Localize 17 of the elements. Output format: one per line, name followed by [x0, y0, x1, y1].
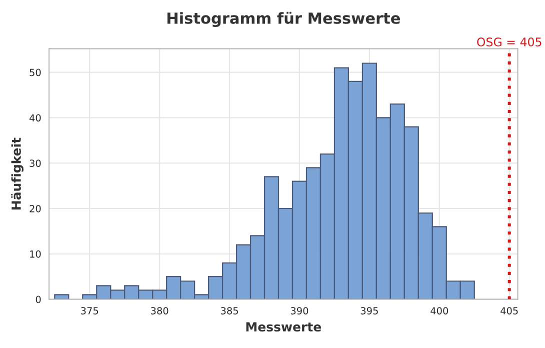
x-tick-label: 405 — [500, 307, 518, 314]
x-tick-label: 400 — [430, 307, 448, 314]
x-tick-label: 380 — [151, 307, 168, 314]
ref-line-label: OSG = 405 — [477, 38, 542, 46]
x-tick-label: 395 — [360, 307, 378, 314]
y-tick-label: 40 — [30, 114, 41, 122]
y-tick-label: 50 — [30, 68, 41, 76]
y-axis-title: Häufigkeit — [11, 138, 24, 210]
y-tick-label: 30 — [30, 160, 41, 167]
y-tick-label: 10 — [30, 250, 41, 258]
x-axis-title: Messwerte — [246, 322, 322, 332]
y-tick-label: 0 — [36, 296, 41, 304]
x-tick-label: 390 — [290, 307, 308, 314]
chart-title: Histogramm für Messwerte — [167, 12, 400, 28]
x-tick-label: 385 — [220, 307, 238, 314]
x-tick-label: 375 — [81, 307, 98, 314]
y-tick-label: 20 — [30, 204, 41, 212]
